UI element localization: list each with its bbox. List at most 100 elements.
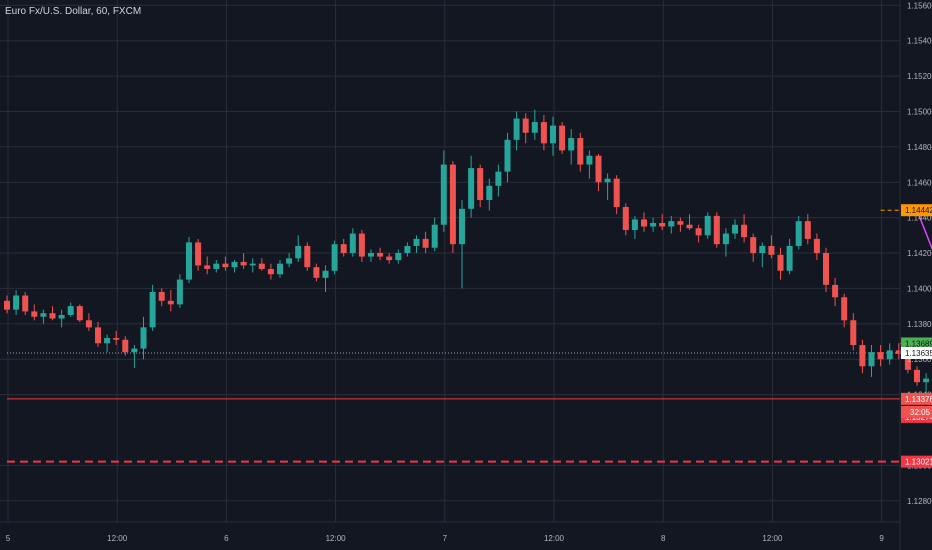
- y-tick-label: 1.13600: [907, 355, 932, 364]
- price-label: 1.13689: [901, 337, 932, 350]
- candle-body: [677, 221, 684, 225]
- candle-body: [559, 125, 566, 151]
- candle-body: [368, 253, 374, 257]
- price-label-text: 1.14442: [905, 206, 932, 215]
- candle-up: [249, 258, 256, 273]
- candle-up: [213, 260, 220, 273]
- candle-body: [258, 263, 265, 269]
- y-tick-label: 1.12800: [907, 497, 932, 506]
- candle-down: [85, 313, 92, 331]
- candle-body: [895, 350, 902, 354]
- candle-up: [176, 274, 183, 308]
- candle-down: [4, 295, 10, 314]
- y-tick-label: 1.15600: [907, 1, 932, 10]
- candle-up: [368, 249, 374, 262]
- candle-down: [877, 345, 884, 367]
- candle-body: [813, 238, 820, 254]
- candle-up: [67, 302, 74, 317]
- price-label-bg: [901, 455, 932, 468]
- candle-up: [413, 235, 420, 254]
- candle-body: [76, 306, 83, 321]
- candle-up: [550, 116, 556, 156]
- candle-up: [759, 242, 766, 268]
- price-label-bg: [901, 204, 932, 217]
- candle-down: [377, 247, 384, 261]
- x-tick-label: 9: [879, 534, 884, 543]
- candle-down: [659, 214, 666, 231]
- candle-down: [258, 258, 265, 271]
- candle-down: [240, 253, 247, 269]
- candle-up: [586, 150, 593, 179]
- time-axis[interactable]: 512:00612:00712:00812:00912:001212:00131…: [6, 534, 932, 543]
- candle-body: [531, 122, 538, 133]
- candle-down: [641, 212, 647, 232]
- candle-body: [113, 337, 120, 340]
- price-label: 1.14442: [901, 204, 932, 217]
- x-tick-label: 12:00: [107, 534, 128, 543]
- candle-body: [504, 139, 511, 172]
- candle-up: [795, 215, 802, 250]
- candle-body: [122, 339, 129, 353]
- candle-down: [204, 256, 211, 275]
- candle-up: [231, 260, 238, 273]
- candle-up: [140, 316, 147, 360]
- candle-down: [522, 113, 529, 144]
- price-label-text: 1.13376: [905, 395, 932, 404]
- price-label-bg: [901, 347, 932, 360]
- candle-body: [604, 178, 611, 183]
- candle-down: [313, 263, 320, 282]
- price-label-text: 1.13689: [905, 339, 932, 348]
- candle-up: [186, 237, 192, 284]
- candle-body: [641, 219, 647, 227]
- candle-body: [158, 291, 165, 301]
- candle-body: [668, 221, 675, 227]
- chart-title: Euro Fx/U.S. Dollar, 60, FXCM: [5, 6, 141, 17]
- candle-down: [559, 122, 566, 154]
- candle-body: [186, 242, 192, 280]
- candle-down: [622, 203, 629, 236]
- candle-body: [322, 270, 329, 278]
- candle-body: [167, 300, 174, 305]
- candle-body: [923, 378, 930, 383]
- candle-body: [131, 348, 138, 353]
- candle-up: [722, 228, 729, 257]
- candle-body: [267, 268, 274, 275]
- candle-up: [704, 212, 711, 239]
- candle-body: [804, 221, 811, 239]
- candle-down: [613, 175, 620, 215]
- candle-up: [504, 132, 511, 183]
- candle-down: [158, 288, 165, 307]
- price-label-text: 1.13635: [905, 349, 932, 358]
- y-tick-label: 1.14400: [907, 214, 932, 223]
- candle-down: [777, 247, 784, 280]
- candle-body: [686, 224, 693, 229]
- candle-up: [131, 345, 138, 369]
- candle-body: [149, 291, 156, 328]
- candle-body: [40, 313, 47, 317]
- candle-down: [22, 291, 29, 315]
- candle-body: [586, 155, 593, 165]
- candle-down: [113, 330, 120, 346]
- x-tick-label: 7: [443, 534, 448, 543]
- price-label-bg: [901, 392, 932, 405]
- candle-down: [595, 153, 602, 192]
- candle-body: [22, 295, 29, 312]
- candle-body: [750, 237, 757, 254]
- candles: [4, 109, 930, 395]
- candle-body: [832, 284, 839, 298]
- candle-body: [277, 263, 283, 275]
- candle-body: [486, 185, 493, 200]
- candle-up: [395, 249, 402, 264]
- candle-body: [386, 256, 393, 261]
- candle-body: [850, 320, 857, 346]
- y-tick-label: 1.15400: [907, 37, 932, 46]
- candle-body: [823, 253, 829, 285]
- candle-body: [304, 245, 311, 268]
- candle-up: [786, 238, 793, 275]
- countdown-text: 32:05: [910, 408, 931, 417]
- x-tick-label: 12:00: [544, 534, 565, 543]
- candle-up: [531, 109, 538, 140]
- candle-down: [577, 132, 584, 172]
- candle-body: [459, 208, 465, 245]
